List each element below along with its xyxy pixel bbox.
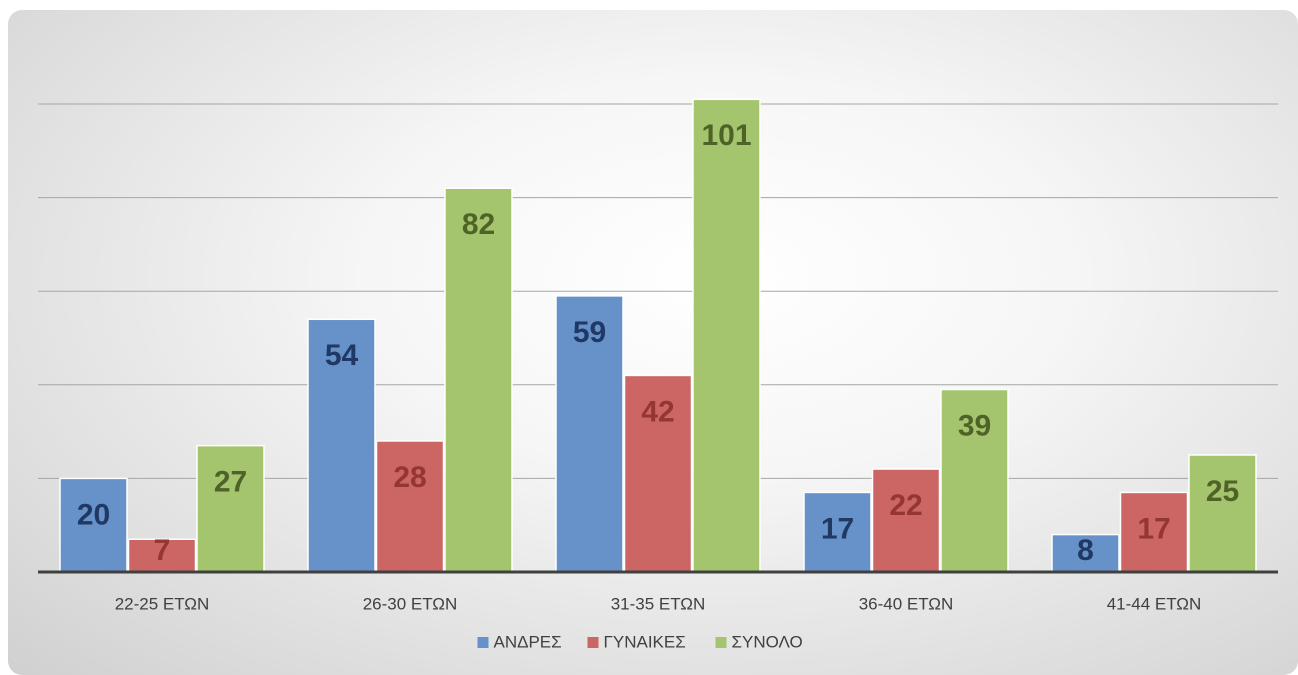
data-label: 39 (958, 409, 991, 442)
legend-label: ΓΥΝΑΙΚΕΣ (604, 632, 686, 651)
data-label: 22 (889, 489, 922, 522)
bar (623, 374, 693, 573)
bar (555, 295, 624, 573)
legend-swatch (477, 637, 489, 648)
data-label: 17 (1137, 512, 1170, 545)
data-label: 101 (701, 119, 751, 152)
data-label: 17 (821, 512, 854, 545)
data-label: 28 (393, 461, 426, 494)
x-tick-label: 41-44 ΕΤΩΝ (1107, 594, 1202, 613)
data-label: 27 (214, 466, 247, 499)
legend-label: ΣΥΝΟΛΟ (732, 632, 803, 651)
data-label: 42 (641, 395, 674, 428)
bar (940, 388, 1009, 573)
legend-swatch (715, 637, 727, 648)
x-tick-label: 36-40 ΕΤΩΝ (859, 594, 954, 613)
x-tick-label: 31-35 ΕΤΩΝ (611, 594, 706, 613)
bar (692, 98, 761, 573)
bar (1119, 491, 1189, 573)
data-label: 25 (1206, 475, 1239, 508)
bar (1051, 533, 1120, 573)
data-label: 54 (325, 339, 359, 372)
data-label: 20 (77, 498, 110, 531)
data-label: 8 (1077, 534, 1094, 567)
bar (59, 477, 128, 573)
bar (803, 491, 872, 573)
x-tick-label: 26-30 ΕΤΩΝ (363, 594, 458, 613)
bar (444, 187, 513, 573)
data-label: 59 (573, 316, 606, 349)
bar (1188, 454, 1257, 573)
bar (871, 468, 941, 573)
data-label: 7 (154, 534, 171, 567)
x-tick-label: 22-25 ΕΤΩΝ (115, 594, 210, 613)
legend-label: ΑΝΔΡΕΣ (494, 632, 562, 651)
data-label: 82 (462, 208, 495, 241)
legend-swatch (587, 637, 599, 648)
